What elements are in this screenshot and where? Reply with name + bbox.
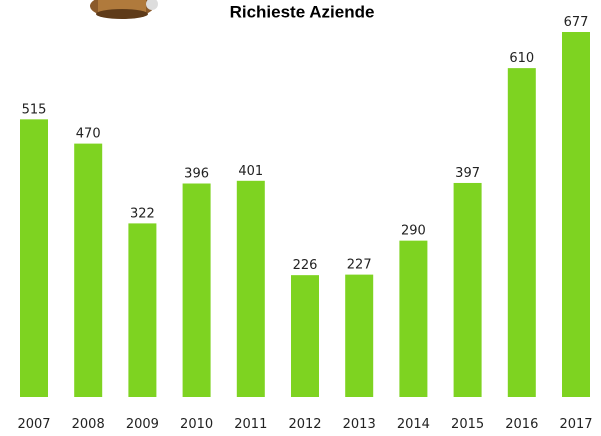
bar (74, 144, 102, 397)
chart: Richieste Aziende 515 2007 470 2008 322 2009 3… (0, 0, 601, 436)
page: Richieste Aziende 515 2007 470 2008 322 2009 3… (0, 0, 601, 436)
x-tick-label: 2014 (397, 417, 430, 432)
bar (20, 119, 48, 397)
x-tick-label: 2017 (559, 417, 592, 432)
x-tick-label: 2008 (72, 417, 105, 432)
value-label: 610 (509, 51, 534, 66)
x-tick-label: 2009 (126, 417, 159, 432)
bar (399, 241, 427, 397)
x-tick-label: 2010 (180, 417, 213, 432)
bar (562, 32, 590, 397)
value-label: 226 (293, 258, 318, 273)
x-tick-label: 2016 (505, 417, 538, 432)
bar (345, 275, 373, 397)
chart-title: Richieste Aziende (230, 2, 375, 21)
value-label: 401 (238, 164, 263, 179)
bar (128, 223, 156, 397)
value-label: 322 (130, 206, 155, 221)
x-tick-label: 2012 (288, 417, 321, 432)
value-label: 227 (347, 258, 372, 273)
bar (291, 275, 319, 397)
value-label: 677 (564, 15, 589, 30)
value-label: 396 (184, 166, 209, 181)
bar (183, 183, 211, 397)
x-tick-label: 2011 (234, 417, 267, 432)
x-tick-label: 2007 (17, 417, 50, 432)
trophy-icon (90, 0, 158, 19)
value-label: 470 (76, 127, 101, 142)
value-label: 397 (455, 166, 480, 181)
value-label: 515 (22, 102, 47, 117)
bar (508, 68, 536, 397)
x-tick-label: 2013 (343, 417, 376, 432)
x-tick-label: 2015 (451, 417, 484, 432)
bar (237, 181, 265, 397)
value-label: 290 (401, 224, 426, 239)
bar (454, 183, 482, 397)
